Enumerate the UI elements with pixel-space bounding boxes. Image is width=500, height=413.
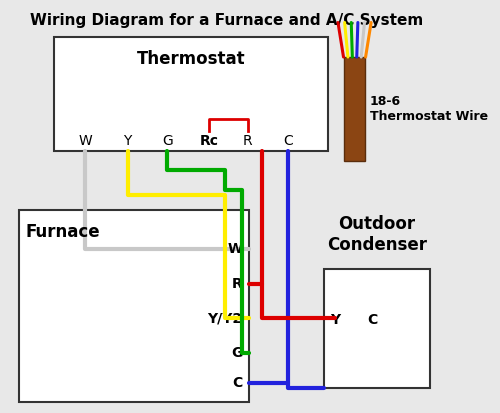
Bar [54,37,328,151]
Bar [19,210,248,402]
Text: R: R [232,277,242,291]
Text: G: G [231,346,242,360]
Text: G: G [162,134,172,148]
Text: W: W [227,242,242,256]
Text: Y/Y2: Y/Y2 [207,311,242,325]
Text: Wiring Diagram for a Furnace and A/C System: Wiring Diagram for a Furnace and A/C Sys… [30,13,423,28]
Text: 18-6
Thermostat Wire: 18-6 Thermostat Wire [370,95,488,123]
Bar [344,57,365,161]
Text: W: W [78,134,92,148]
Text: C: C [284,134,293,148]
Bar [324,269,430,387]
Text: Y: Y [330,313,340,328]
Text: Thermostat: Thermostat [137,50,246,68]
Text: Furnace: Furnace [26,223,101,241]
Text: Rc: Rc [200,134,218,148]
Text: Outdoor
Condenser: Outdoor Condenser [326,215,426,254]
Text: Y: Y [124,134,132,148]
Text: C: C [367,313,378,328]
Text: R: R [243,134,252,148]
Text: C: C [232,375,242,389]
